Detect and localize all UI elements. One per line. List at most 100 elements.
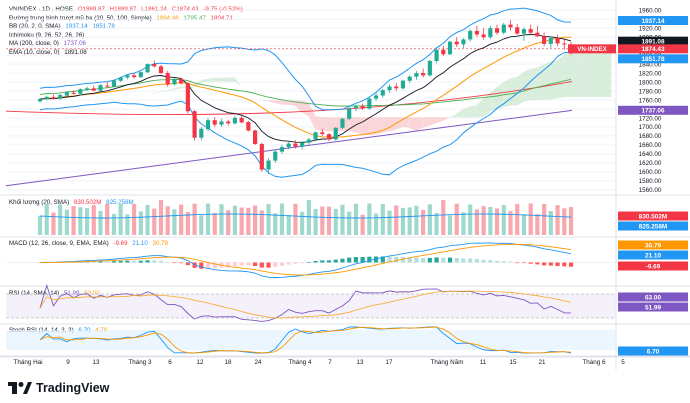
volume-value-2: 825.258M	[106, 199, 134, 206]
candle-body	[64, 92, 69, 96]
time-tick-label: Tháng 3	[128, 359, 152, 366]
candle-body	[179, 78, 184, 84]
ema-badge: 1891.08	[641, 38, 665, 45]
candle-body	[535, 32, 540, 37]
candle-body	[232, 117, 238, 124]
volume-bar	[293, 203, 298, 235]
volume-bar	[172, 209, 177, 235]
ichimoku-legend-row[interactable]: Ichimoku (9, 26, 52, 26, 26)	[9, 32, 246, 41]
candle-body	[474, 30, 479, 35]
bb-lower-badge: 1851.78	[641, 56, 665, 63]
candlestick-series	[37, 20, 574, 175]
macd-value-1: -9.69	[113, 240, 128, 247]
symbol-label: VNINDEX · 1D · HOSE	[9, 6, 73, 13]
volume-bar	[98, 210, 103, 235]
candle-body	[414, 73, 419, 77]
symbol-badge: VN-INDEX	[577, 46, 607, 53]
volume-bar	[44, 203, 49, 235]
volume-legend[interactable]: Khối lượng (20, SMA) 830.502M 825.258M	[9, 199, 137, 208]
ichimoku-cloud-segment	[470, 105, 477, 118]
time-tick-label: 12	[196, 359, 204, 366]
stoch-band	[6, 330, 616, 350]
candle-body	[165, 73, 170, 85]
macd-histogram-bar	[521, 262, 527, 264]
ichimoku-cloud-segment	[382, 117, 390, 133]
time-tick-label: 5	[621, 359, 625, 366]
macd-histogram-bar	[468, 258, 473, 263]
candle-body	[555, 38, 560, 44]
candle-body	[205, 120, 211, 130]
candle-body	[199, 128, 204, 138]
macd-histogram-bar	[474, 258, 479, 263]
volume-bar	[347, 211, 352, 235]
rsi-line	[39, 283, 572, 322]
candle-body	[434, 49, 439, 61]
volume-bar	[132, 203, 137, 235]
ichimoku-cloud-segment	[261, 100, 269, 102]
ichimoku-cloud-segment	[127, 95, 135, 97]
ma-label: MA (200, close, 0)	[9, 40, 59, 48]
time-tick-label: 24	[254, 359, 262, 366]
low-value: L1861.24	[141, 6, 167, 13]
volume-sma-badge-bg	[618, 221, 688, 231]
price-tick-label: 1600.00	[639, 169, 662, 176]
macd-histogram-bar	[407, 257, 412, 263]
rsi-legend[interactable]: RSI (14, SMA, 14) 51.99 63.00	[9, 290, 103, 299]
macd-histogram-bar	[394, 256, 399, 263]
volume-bar	[212, 213, 217, 235]
ichimoku-cloud-segment	[443, 117, 451, 121]
tradingview-brand[interactable]: TradingView	[8, 381, 109, 395]
macd-histogram-bar	[555, 262, 560, 267]
volume-bar	[306, 200, 311, 235]
gmma-value-3: 1804.71	[210, 14, 233, 22]
macd-value-2: 21.10	[132, 240, 148, 247]
ema-badge-bg	[618, 36, 688, 46]
time-tick-label: 13	[356, 359, 364, 366]
candle-body	[118, 77, 123, 81]
volume-bar	[488, 206, 493, 235]
volume-bar	[246, 207, 251, 235]
close-value: C1874.43	[171, 6, 199, 13]
rsi-ma-line	[39, 290, 572, 319]
volume-bar	[380, 204, 385, 235]
ema-legend-row[interactable]: EMA (10, close, 0) 1891.08	[9, 49, 246, 58]
candle-body	[152, 64, 157, 67]
volume-bar	[568, 207, 574, 235]
ichimoku-cloud-segment	[221, 77, 229, 82]
volume-bar	[239, 207, 244, 235]
macd-histogram-bar	[427, 257, 432, 263]
ichimoku-cloud-segment	[228, 77, 235, 82]
volume-bar	[152, 208, 157, 235]
volume-bar	[179, 204, 184, 235]
ichimoku-cloud-segment	[483, 92, 491, 117]
price-axis: 1960.001940.001920.001900.001880.001860.…	[639, 8, 662, 195]
price-tick-label: 1780.00	[639, 88, 662, 95]
volume-bar	[340, 204, 345, 235]
ichimoku-cloud-segment	[362, 117, 370, 136]
time-tick-label: Tháng 4	[288, 359, 312, 366]
candle-body	[373, 95, 379, 99]
rsi-ma-badge-bg	[618, 292, 688, 302]
ichimoku-cloud-segment	[476, 98, 484, 118]
candle-body	[488, 28, 493, 38]
candle-body	[84, 88, 90, 90]
candle-body	[192, 111, 197, 138]
volume-bar	[199, 215, 204, 235]
gmma-legend-row[interactable]: Đường trung bình trượt mũ ba (20, 50, 10…	[9, 15, 246, 24]
ma-legend-row[interactable]: MA (200, close, 0) 1737.06	[9, 40, 246, 49]
candle-body	[132, 75, 137, 78]
macd-histogram-bar	[158, 260, 164, 263]
bb-legend-row[interactable]: BB (20, 2, 0, SMA) 1937.14 1851.78	[9, 23, 246, 32]
stoch-badge: 6.70	[647, 348, 660, 355]
rsi-value-1: 51.99	[63, 290, 80, 297]
candle-body	[71, 92, 76, 94]
gmma-slow-line	[5, 81, 573, 116]
macd-histogram-bar	[98, 261, 103, 263]
candle-body	[78, 89, 83, 94]
time-tick-label: Tháng Hai	[13, 359, 42, 366]
macd-histogram-bar	[179, 262, 184, 264]
tradingview-logo-icon	[8, 382, 32, 394]
macd-histogram-bar	[501, 261, 506, 263]
macd-legend[interactable]: MACD (12, 26, close, 9, EMA, EMA) -9.69 …	[9, 240, 171, 249]
